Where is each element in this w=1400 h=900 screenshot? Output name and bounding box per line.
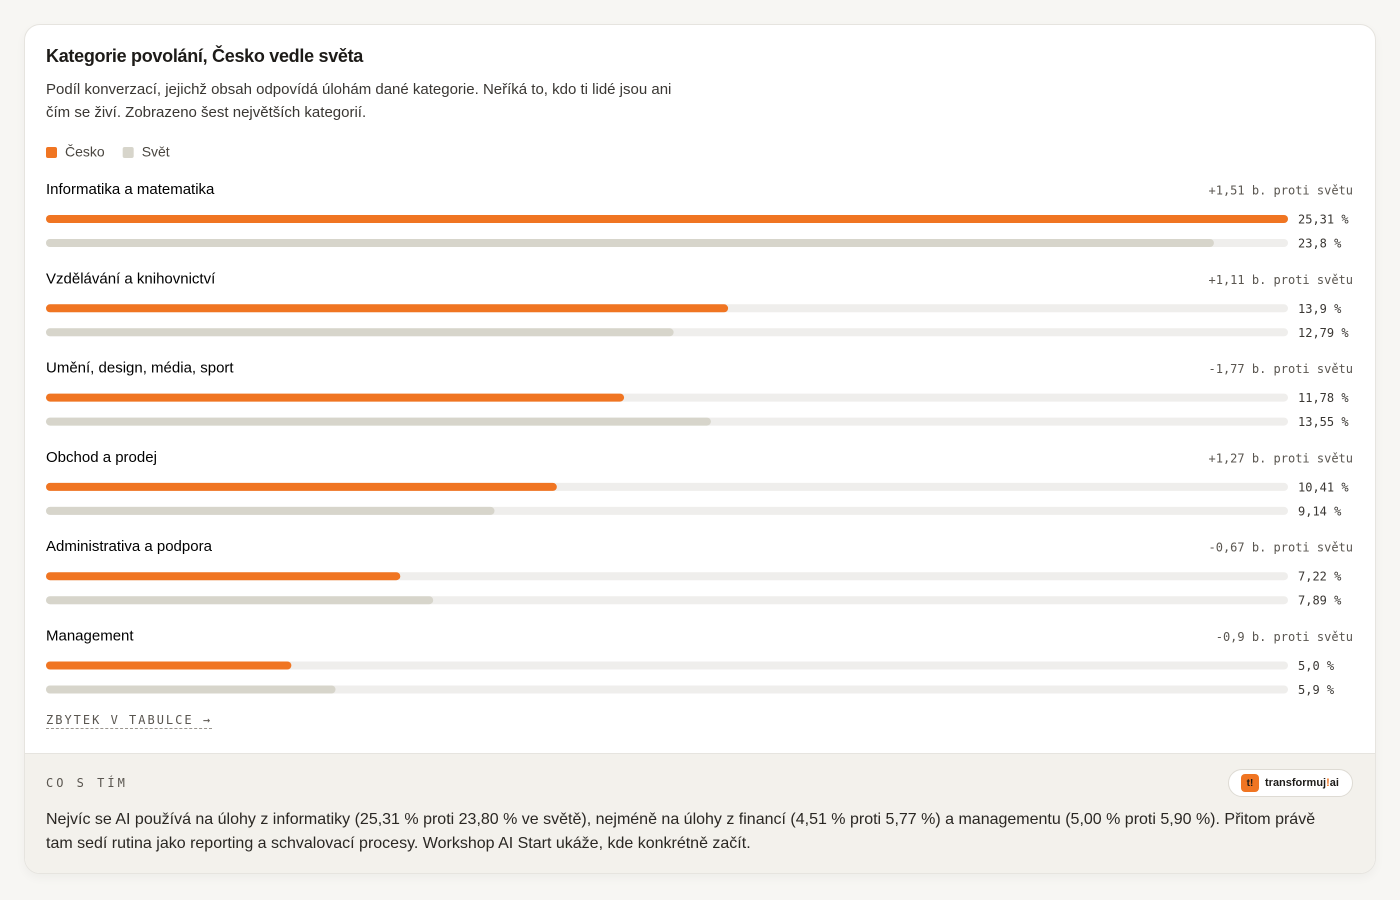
category-label: Vzdělávání a knihovnictví — [46, 270, 216, 287]
logo-suffix: ai — [1329, 777, 1339, 789]
bar — [46, 661, 292, 670]
value-label: 7,22 % — [1298, 570, 1342, 584]
value-label: 11,78 % — [1298, 391, 1349, 405]
value-label: 7,89 % — [1298, 594, 1342, 608]
value-label: 25,31 % — [1298, 213, 1349, 227]
difference-label: +1,11 b. proti světu — [1209, 273, 1354, 287]
title: Kategorie povolání, Česko vedle světa — [46, 46, 364, 66]
category-label: Management — [46, 627, 134, 644]
value-label: 13,55 % — [1298, 415, 1349, 429]
logo-icon: t! — [1241, 774, 1259, 792]
difference-label: -1,77 b. proti světu — [1209, 362, 1354, 376]
bar — [46, 685, 336, 694]
footer-heading: CO S TÍM — [46, 776, 128, 790]
category-label: Umění, design, média, sport — [46, 360, 234, 377]
category-label: Informatika a matematika — [46, 181, 215, 198]
difference-label: +1,51 b. proti světu — [1209, 184, 1354, 198]
bar — [46, 596, 434, 605]
footer — [25, 753, 1375, 873]
bar — [46, 239, 1214, 247]
bar — [46, 393, 625, 402]
logo-name: transformuj — [1265, 777, 1327, 789]
legend-swatch — [46, 147, 57, 158]
bar-track — [46, 661, 1288, 670]
legend-label: Svět — [142, 144, 170, 160]
subtitle: Podíl konverzací, jejichž obsah odpovídá… — [46, 81, 672, 121]
value-label: 5,9 % — [1298, 683, 1335, 697]
value-label: 23,8 % — [1298, 237, 1342, 251]
value-label: 13,9 % — [1298, 302, 1342, 316]
difference-label: -0,67 b. proti světu — [1209, 541, 1354, 555]
bar — [46, 417, 711, 426]
value-label: 9,14 % — [1298, 504, 1342, 518]
bar — [46, 328, 674, 337]
table-link[interactable]: ZBYTEK V TABULCE → — [46, 713, 213, 729]
value-label: 10,41 % — [1298, 480, 1349, 494]
bar — [46, 215, 1288, 223]
logo-mark: ! — [1326, 777, 1330, 789]
category-label: Obchod a prodej — [46, 449, 157, 466]
difference-label: -0,9 b. proti světu — [1216, 630, 1353, 644]
value-label: 12,79 % — [1298, 326, 1349, 340]
category-label: Administrativa a podpora — [46, 538, 213, 555]
difference-label: +1,27 b. proti světu — [1209, 451, 1354, 465]
footer-text: Nejvíc se AI používá na úlohy z informat… — [46, 811, 1316, 852]
bar — [46, 482, 557, 491]
bar — [46, 572, 401, 581]
card — [24, 24, 1376, 874]
bar — [46, 304, 729, 313]
logo-text: transformuj!ai — [1265, 777, 1339, 789]
bar — [46, 506, 495, 515]
logo[interactable]: t! transformuj!ai — [1228, 769, 1353, 797]
bar-track — [46, 685, 1288, 694]
value-label: 5,0 % — [1298, 659, 1335, 673]
legend-swatch — [122, 147, 134, 158]
legend-label: Česko — [65, 144, 105, 160]
